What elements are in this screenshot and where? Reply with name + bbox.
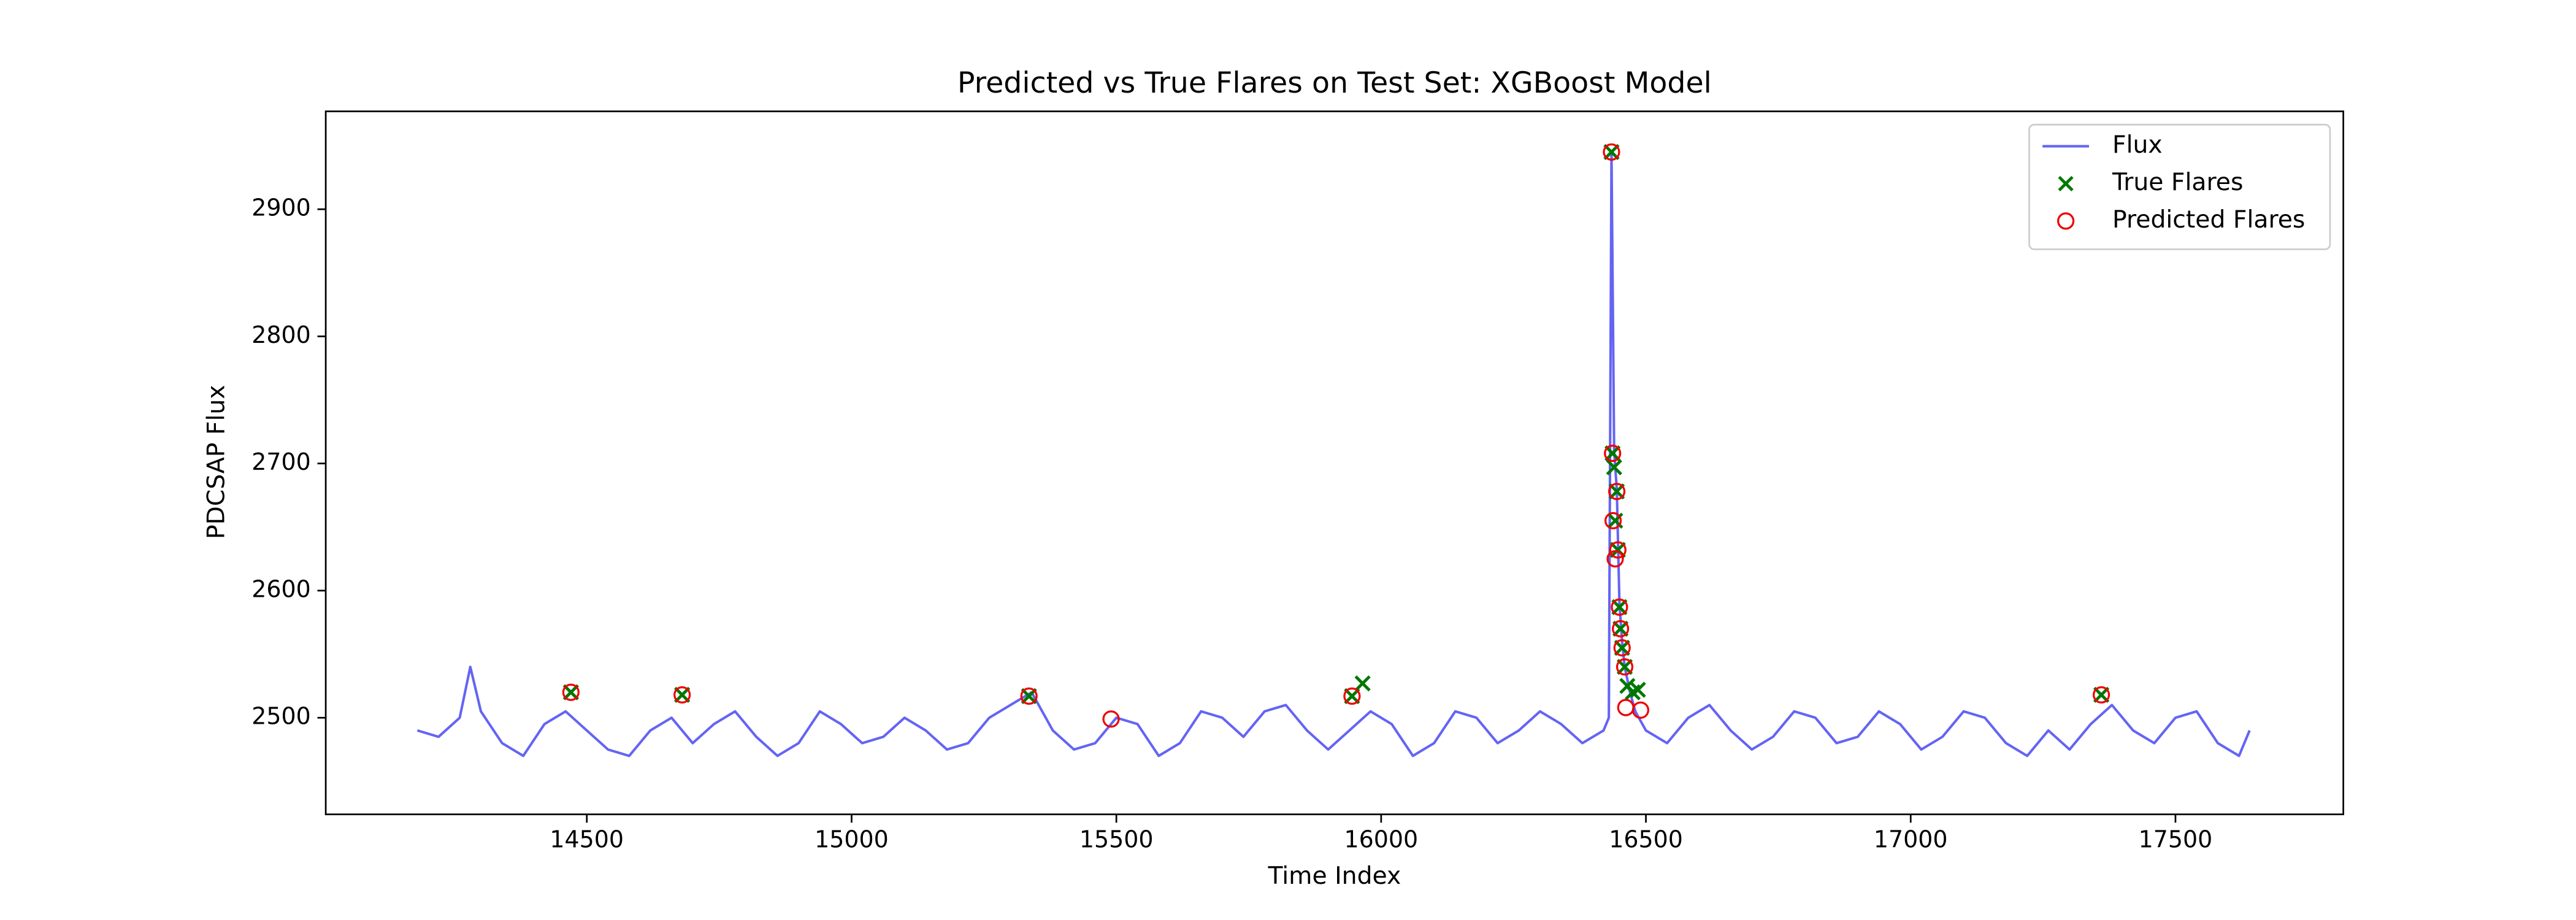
true-flare-marker [1614, 640, 1630, 656]
y-tick-label: 2800 [251, 321, 311, 348]
y-tick-label: 2600 [251, 575, 311, 602]
legend-marker [2057, 212, 2075, 230]
y-axis-label: PDCSAP Flux [202, 385, 230, 539]
predicted-flare-marker [1612, 620, 1630, 638]
x-tick-label: 17000 [1874, 826, 1948, 853]
true-flare-marker [1608, 483, 1625, 500]
predicted-flare-marker [1613, 639, 1631, 657]
predicted-flare-marker [1617, 699, 1635, 716]
legend-box [2028, 123, 2331, 250]
y-tick-label: 2700 [251, 448, 311, 475]
predicted-flare-marker [1611, 598, 1628, 616]
true-flare-marker [674, 686, 691, 703]
y-tick-label: 2500 [251, 703, 311, 730]
true-flare-marker [562, 684, 579, 700]
predicted-flare-marker [1604, 512, 1622, 530]
predicted-flare-marker [1343, 687, 1361, 705]
predicted-flare-marker [1631, 701, 1650, 719]
predicted-flare-marker [2092, 686, 2110, 704]
predicted-flare-marker [1616, 658, 1634, 676]
true-flare-marker [1021, 688, 1037, 705]
legend-marker [2058, 175, 2074, 191]
legend-label: Predicted Flares [2112, 206, 2305, 234]
x-tick-label: 14500 [550, 826, 624, 853]
plot-frame [324, 110, 2344, 816]
y-tick-label: 2900 [251, 194, 311, 221]
predicted-flare-marker [1020, 687, 1038, 705]
x-tick-label: 15500 [1079, 826, 1154, 853]
predicted-flare-marker [1608, 483, 1626, 500]
flux-line [416, 150, 2251, 757]
true-flare-marker [1603, 144, 1620, 160]
true-flare-marker [1630, 681, 1646, 698]
plot-area [416, 143, 2251, 757]
x-tick-label: 17500 [2139, 826, 2213, 853]
x-axis-label: Time Index [1267, 862, 1401, 890]
true-flare-marker [2093, 686, 2110, 703]
x-tick-label: 16000 [1344, 826, 1419, 853]
true-flare-marker [1354, 675, 1371, 692]
true-flare-marker [1606, 459, 1622, 476]
predicted-flare-marker [1102, 710, 1120, 728]
predicted-flare-marker [1604, 445, 1622, 462]
true-flare-marker [1344, 688, 1360, 705]
true-flare-marker [1604, 445, 1621, 462]
x-tick-label: 15000 [815, 826, 889, 853]
x-tick-label: 16500 [1609, 826, 1683, 853]
true-flare-marker [1616, 659, 1633, 675]
predicted-flare-marker [1609, 541, 1627, 559]
legend-label: True Flares [2112, 169, 2243, 196]
true-flare-marker [1612, 621, 1629, 637]
chart-title: Predicted vs True Flares on Test Set: XG… [957, 66, 1712, 100]
true-flare-marker [1611, 599, 1628, 616]
predicted-flare-marker [562, 683, 580, 701]
predicted-flare-marker [1606, 550, 1624, 568]
predicted-flare-marker [673, 686, 691, 704]
legend-label: Flux [2112, 131, 2163, 159]
predicted-flare-marker [1603, 143, 1620, 161]
